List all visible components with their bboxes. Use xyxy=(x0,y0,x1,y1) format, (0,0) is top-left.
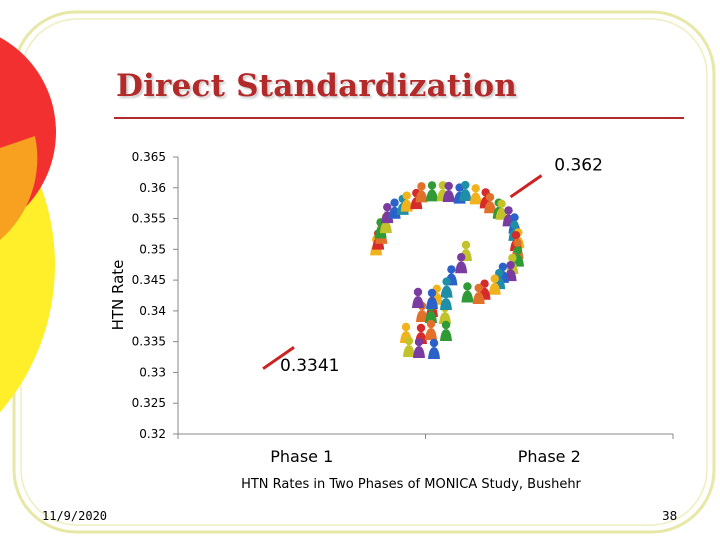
person-figure xyxy=(425,319,437,340)
data-label: 0.3341 xyxy=(280,356,339,376)
y-tick-label: 0.365 xyxy=(132,150,166,164)
y-axis-label: HTN Rate xyxy=(109,260,127,331)
y-tick-label: 0.335 xyxy=(132,335,166,349)
person-figure xyxy=(403,336,415,357)
x-tick-label: Phase 1 xyxy=(270,447,333,466)
y-tick-label: 0.34 xyxy=(139,304,166,318)
y-tick-label: 0.36 xyxy=(139,181,166,195)
person-figure xyxy=(400,191,413,212)
y-tick-label: 0.325 xyxy=(132,396,166,410)
series-group: 0.3341 0.362 xyxy=(262,155,603,376)
y-tick-label: 0.355 xyxy=(132,212,166,226)
title-rule xyxy=(114,117,684,119)
person-figure xyxy=(472,283,485,304)
person-figure xyxy=(440,289,452,310)
person-figure xyxy=(412,287,424,308)
person-figure xyxy=(442,181,455,203)
slide-title: Direct Standardization xyxy=(116,68,517,104)
person-figure xyxy=(459,180,472,202)
person-figure xyxy=(455,253,468,274)
person-figure xyxy=(488,274,501,295)
y-tick-label: 0.35 xyxy=(139,242,166,256)
slide-page-number: 38 xyxy=(662,509,678,523)
person-figure xyxy=(426,181,439,202)
y-ticks: 0.32 0.325 0.33 0.335 0.34 0.345 0.35 0.355 0.36… xyxy=(132,150,178,441)
y-tick-label: 0.32 xyxy=(139,427,166,441)
person-figure xyxy=(428,338,440,359)
person-figure xyxy=(484,193,497,214)
question-mark-graphic xyxy=(370,180,525,359)
data-label: 0.362 xyxy=(554,155,603,175)
x-axis-caption: HTN Rates in Two Phases of MONICA Study,… xyxy=(241,477,581,492)
series-segment xyxy=(262,345,295,370)
slide-date: 11/9/2020 xyxy=(42,509,108,523)
orange-overlap-decoration xyxy=(0,136,38,240)
person-figure xyxy=(413,337,425,358)
x-ticks: Phase 1 Phase 2 xyxy=(177,434,674,466)
person-figure xyxy=(415,182,428,203)
person-figure xyxy=(461,282,474,303)
series-segment xyxy=(509,174,543,199)
person-figure xyxy=(440,320,452,341)
y-tick-label: 0.33 xyxy=(139,365,166,379)
person-figure xyxy=(426,288,438,309)
x-tick-label: Phase 2 xyxy=(518,447,581,466)
person-figure xyxy=(469,184,482,205)
y-tick-label: 0.345 xyxy=(132,273,166,287)
